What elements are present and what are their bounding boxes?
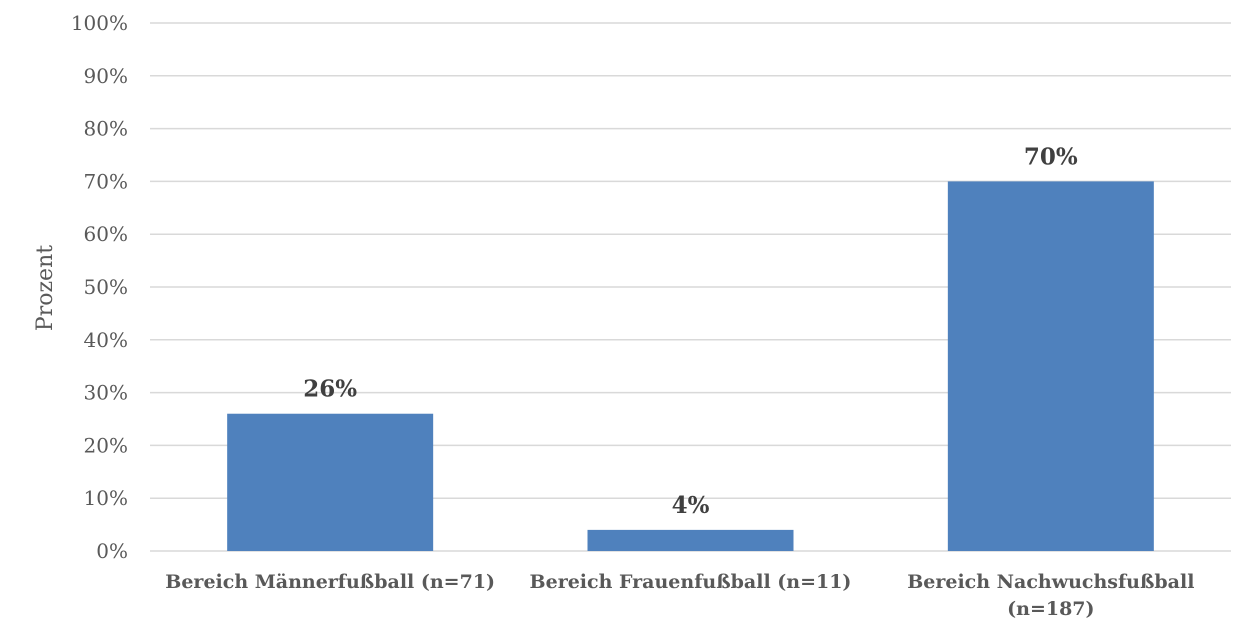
- y-tick-label: 100%: [71, 11, 128, 35]
- data-labels: 26% 4% 70%: [303, 143, 1078, 518]
- bar: [227, 413, 434, 551]
- category-label-line: Bereich Männerfußball (n=71): [165, 571, 495, 593]
- y-tick-label: 30%: [84, 381, 128, 405]
- y-tick-label: 50%: [84, 275, 128, 299]
- y-tick-label: 80%: [84, 117, 128, 141]
- y-axis-label: Prozent: [33, 245, 58, 331]
- category-label: Bereich Frauenfußball (n=11): [530, 571, 852, 593]
- category-label-line: Bereich Frauenfußball (n=11): [530, 571, 852, 593]
- category-label-line: (n=187): [1007, 598, 1094, 620]
- data-label: 4%: [672, 492, 710, 519]
- bar: [587, 529, 794, 551]
- category-label: Bereich Männerfußball (n=71): [165, 571, 495, 593]
- bars: [227, 181, 1154, 551]
- y-tick-label: 90%: [84, 64, 128, 88]
- y-tick-label: 20%: [84, 433, 128, 457]
- category-label-line: Bereich Nachwuchsfußball: [907, 571, 1194, 593]
- category-label: Bereich Nachwuchsfußball (n=187): [907, 571, 1194, 620]
- y-tick-label: 60%: [84, 222, 128, 246]
- y-tick-label: 10%: [84, 486, 128, 510]
- y-tick-label: 70%: [84, 169, 128, 193]
- y-tick-label: 40%: [84, 328, 128, 352]
- y-tick-label: 0%: [96, 539, 128, 563]
- data-label: 26%: [303, 376, 357, 403]
- category-labels: Bereich Männerfußball (n=71) Bereich Frau…: [165, 571, 1194, 620]
- bar: [947, 181, 1154, 551]
- y-axis-ticks: 0% 10% 20% 30% 40% 50% 60% 70% 80% 90% 100%: [71, 11, 128, 563]
- data-label: 70%: [1024, 143, 1078, 170]
